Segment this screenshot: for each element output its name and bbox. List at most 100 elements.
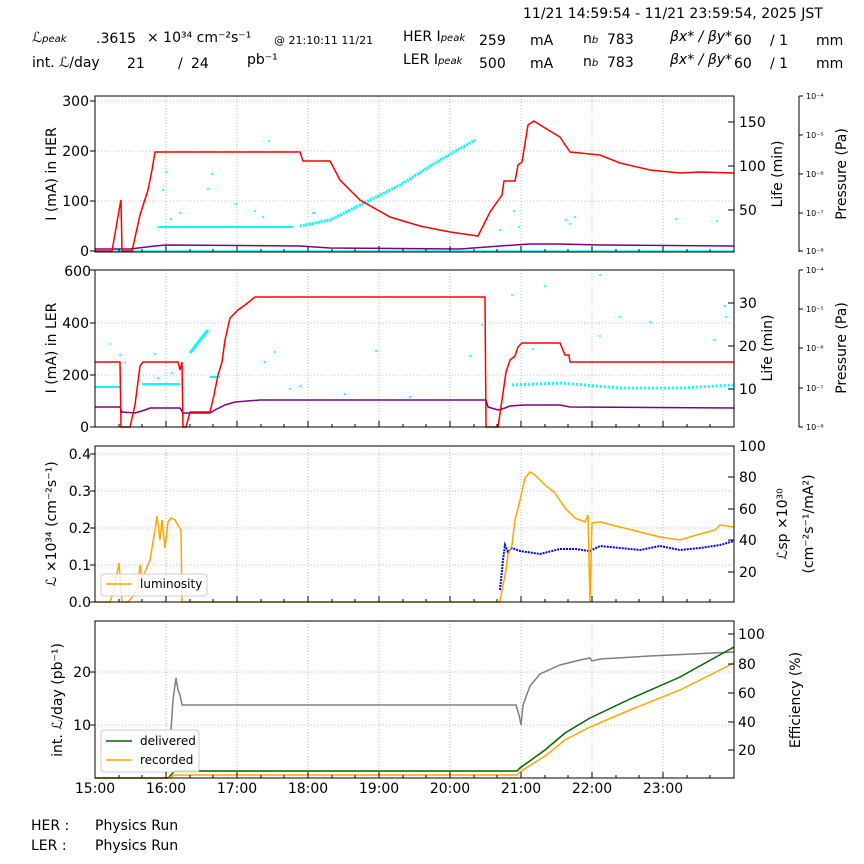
ler-ipeak-unit: mA (530, 56, 554, 72)
her-life-tick: 50 (739, 203, 757, 219)
her-ylabel: I (mA) in HER (44, 127, 60, 221)
lpeak-label: ℒpeak (32, 30, 67, 46)
int-ytick: 20 (73, 665, 91, 681)
her-lifetime-series (158, 138, 718, 231)
pressure-tick: 10⁻⁷ (806, 209, 824, 218)
ler-ipeak-value: 500 (479, 56, 506, 72)
time-range: 11/21 14:59:54 - 11/21 23:59:54, 2025 JS… (523, 6, 823, 22)
eff-tick: 20 (738, 743, 756, 759)
intlumi-value: 21 (127, 56, 145, 72)
ler-status-label: LER : (31, 838, 67, 854)
recorded-series (95, 662, 735, 779)
pressure-tick: 10⁻⁶ (806, 170, 824, 179)
lsp-tick: 20 (739, 565, 757, 581)
lpeak-time: @ 21:10:11 11/21 (274, 34, 374, 47)
ler-nb-value: 783 (607, 55, 634, 71)
lsp-tick: 40 (739, 533, 757, 549)
xtick: 15:00 (75, 781, 115, 797)
her-nb-value: 783 (607, 32, 634, 48)
legend-recorded: recorded (140, 753, 193, 767)
xtick: 22:00 (572, 781, 612, 797)
intlumi-unit: pb⁻¹ (247, 52, 278, 68)
her-status-label: HER : (31, 818, 70, 834)
lumi-ytick: 0.2 (69, 521, 91, 537)
ler-ytick: 0 (80, 420, 89, 436)
pressure-tick: 10⁻⁵ (806, 131, 824, 140)
her-beta-x: 60 (734, 33, 752, 49)
her-ipeak-unit: mA (530, 33, 554, 49)
panel-ler: 600 400 200 0 30 20 10 I (mA) in LER Lif… (44, 264, 850, 436)
lumi-ytick: 0.4 (69, 447, 91, 463)
her-ipeak-value: 259 (479, 33, 506, 49)
int-ylabel: int. ℒ/day (pb⁻¹) (50, 643, 66, 757)
eff-tick: 40 (738, 715, 756, 731)
her-ytick: 300 (62, 94, 89, 110)
efficiency-series (170, 651, 735, 731)
lumi-ytick: 0.0 (69, 595, 91, 611)
xtick: 20:00 (430, 781, 470, 797)
her-beta-label: βx* / βy* (670, 29, 733, 45)
xtick: 23:00 (643, 781, 683, 797)
eff-ylabel: Efficiency (%) (788, 652, 804, 748)
luminosity-series (95, 471, 735, 603)
ler-ytick: 400 (62, 316, 89, 332)
her-life-label: Life (min) (770, 140, 786, 207)
her-nb-label: nb (583, 31, 599, 47)
her-pressure-series (95, 243, 735, 250)
lumi-ytick: 0.3 (69, 484, 91, 500)
int-ytick: 10 (73, 718, 91, 734)
lsp-tick: 100 (739, 439, 766, 455)
delivered-series (95, 646, 735, 779)
xtick: 19:00 (359, 781, 399, 797)
lpeak-value: .3615 (96, 31, 137, 47)
her-ytick: 100 (62, 194, 89, 210)
panel-her: 300 200 100 0 150 100 50 I (mA) in HER L… (44, 92, 850, 260)
pressure-tick: 10⁻⁶ (806, 344, 824, 353)
lsp-ylabel-a: ℒsp ×10³⁰ (775, 488, 791, 560)
lumi-ytick: 0.1 (69, 558, 91, 574)
intlumi-total: 24 (191, 56, 209, 72)
ler-life-label: Life (min) (760, 314, 776, 381)
xtick: 18:00 (288, 781, 328, 797)
eff-tick: 60 (738, 686, 756, 702)
specific-lumi-series (499, 540, 735, 591)
her-current-series (95, 120, 735, 252)
lumi-legend: luminosity (100, 573, 208, 597)
intlumi-label: int. ℒ/day (32, 55, 100, 71)
lpeak-unit: × 10³⁴ cm⁻²s⁻¹ (147, 30, 252, 46)
panel-integrated: 20 10 100 80 60 40 20 int. ℒ/day (pb⁻¹) … (50, 620, 804, 797)
her-ytick: 0 (80, 244, 89, 260)
her-ytick: 200 (62, 144, 89, 160)
xtick: 16:00 (146, 781, 186, 797)
her-life-tick: 150 (739, 115, 766, 131)
her-status: Physics Run (95, 818, 179, 834)
pressure-tick: 10⁻⁵ (806, 305, 824, 314)
ler-beta-label: βx* / βy* (670, 52, 733, 68)
ler-nb-label: nb (583, 54, 599, 70)
ler-pressure-series (95, 399, 735, 414)
xtick: 21:00 (501, 781, 541, 797)
pressure-tick: 10⁻⁸ (806, 247, 824, 256)
int-legend: delivered recorded (100, 729, 200, 773)
legend-delivered: delivered (140, 734, 196, 748)
xtick: 17:00 (217, 781, 257, 797)
pressure-tick: 10⁻⁴ (806, 266, 824, 275)
ler-current-series (95, 296, 734, 428)
her-beta-unit: mm (816, 33, 844, 49)
ler-ipeak-label: LER Ipeak (403, 52, 463, 68)
pressure-tick: 10⁻⁸ (806, 423, 824, 432)
her-pressure-label: Pressure (Pa) (834, 128, 850, 220)
ler-life-tick: 20 (739, 339, 757, 355)
lsp-ylabel-b: (cm⁻²s⁻¹/mA²) (801, 474, 817, 573)
eff-tick: 100 (738, 627, 765, 643)
lumi-ylabel: ℒ ×10³⁴ (cm⁻²s⁻¹) (44, 461, 60, 586)
pressure-tick: 10⁻⁷ (806, 384, 824, 393)
pressure-tick: 10⁻⁴ (806, 92, 824, 101)
ler-ylabel: I (mA) in LER (44, 302, 60, 393)
ler-life-tick: 30 (739, 296, 757, 312)
legend-luminosity: luminosity (140, 577, 202, 591)
ler-beta-y: / 1 (770, 56, 789, 72)
ler-beta-x: 60 (734, 56, 752, 72)
ler-ytick: 200 (62, 368, 89, 384)
